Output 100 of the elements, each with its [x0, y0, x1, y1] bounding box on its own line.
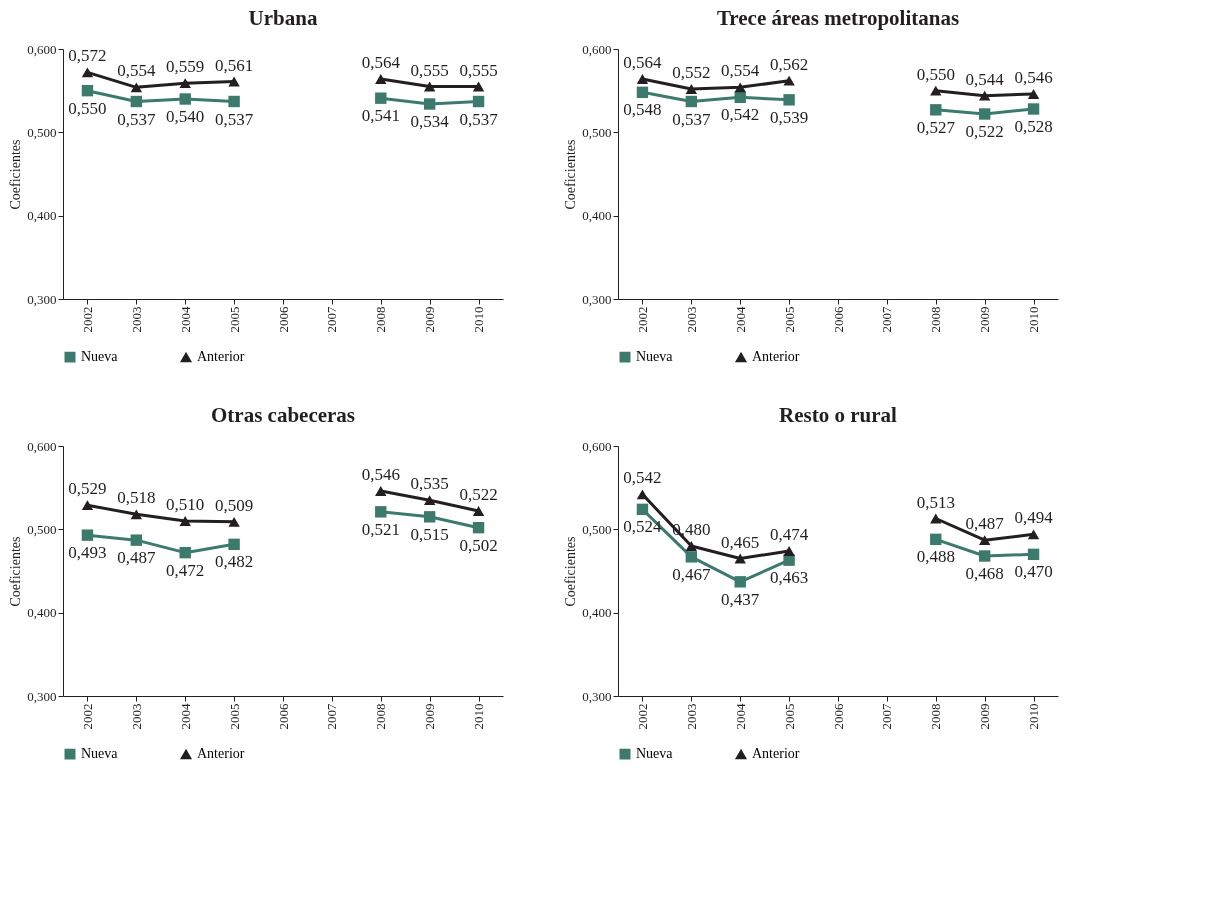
- data-label: 0,510: [166, 495, 205, 514]
- x-tick-label: 2005: [781, 703, 797, 730]
- y-tick-label: 0,300: [582, 291, 612, 307]
- x-tick-label: 2009: [422, 306, 438, 333]
- data-label: 0,555: [459, 60, 498, 80]
- data-label: 0,534: [410, 112, 450, 131]
- x-tick-label: 2004: [177, 306, 193, 333]
- data-label: 0,548: [623, 100, 662, 120]
- x-tick-label: 2005: [226, 306, 242, 333]
- legend-label: Anterior: [197, 746, 245, 762]
- data-label: 0,554: [117, 61, 156, 81]
- data-label: 0,542: [623, 468, 662, 488]
- data-label: 0,488: [916, 547, 955, 567]
- x-tick-label: 2008: [373, 306, 389, 333]
- y-tick-label: 0,600: [582, 438, 612, 454]
- data-label: 0,546: [361, 465, 400, 484]
- x-tick-label: 2010: [471, 703, 487, 730]
- data-label: 0,529: [68, 479, 107, 499]
- x-tick-label: 2003: [128, 306, 144, 333]
- legend-label: Anterior: [752, 349, 800, 365]
- legend-label: Nueva: [636, 746, 674, 762]
- data-label: 0,513: [916, 492, 955, 512]
- x-tick-label: 2006: [830, 306, 846, 333]
- x-tick-label: 2004: [732, 703, 748, 730]
- x-tick-label: 2005: [226, 703, 242, 730]
- x-tick-label: 2008: [928, 306, 944, 333]
- data-label: 0,521: [361, 519, 400, 539]
- x-tick-label: 2002: [634, 306, 650, 333]
- data-label: 0,554: [721, 61, 760, 81]
- data-label: 0,527: [916, 117, 956, 137]
- x-tick-label: 2003: [128, 703, 144, 730]
- data-label: 0,539: [769, 107, 809, 127]
- data-label: 0,562: [769, 54, 809, 74]
- data-label: 0,487: [117, 548, 156, 568]
- data-label: 0,537: [459, 109, 499, 129]
- y-tick-label: 0,500: [27, 521, 57, 537]
- x-tick-label: 2009: [977, 703, 993, 730]
- legend-label: Nueva: [81, 349, 119, 365]
- x-tick-label: 2007: [879, 703, 895, 730]
- data-label: 0,470: [1014, 562, 1053, 582]
- data-label: 0,463: [769, 568, 809, 588]
- data-label: 0,487: [965, 514, 1005, 534]
- y-tick-label: 0,600: [27, 41, 57, 57]
- x-tick-label: 2002: [79, 703, 95, 730]
- data-label: 0,540: [166, 107, 205, 126]
- y-axis-title: Coeficientes: [563, 139, 579, 210]
- data-label: 0,542: [721, 105, 760, 125]
- data-label: 0,544: [965, 69, 1005, 89]
- data-label: 0,541: [361, 106, 400, 126]
- x-tick-label: 2009: [977, 306, 993, 333]
- x-tick-label: 2010: [471, 306, 487, 333]
- chart-title: Urbana: [248, 6, 318, 30]
- y-tick-label: 0,300: [582, 688, 612, 704]
- x-tick-label: 2002: [79, 306, 95, 333]
- x-tick-label: 2003: [683, 703, 699, 730]
- data-label: 0,518: [117, 488, 156, 508]
- data-label: 0,528: [1014, 117, 1053, 136]
- data-label: 0,482: [214, 552, 254, 572]
- x-tick-label: 2006: [830, 703, 846, 730]
- data-label: 0,524: [623, 517, 663, 537]
- y-tick-label: 0,300: [27, 688, 57, 704]
- y-tick-label: 0,500: [582, 521, 612, 537]
- data-label: 0,472: [166, 560, 205, 580]
- x-tick-label: 2004: [177, 703, 193, 730]
- x-tick-label: 2008: [928, 703, 944, 730]
- data-label: 0,493: [68, 543, 107, 563]
- x-tick-label: 2007: [879, 306, 895, 333]
- x-tick-label: 2005: [781, 306, 797, 333]
- data-label: 0,522: [459, 485, 498, 504]
- x-tick-label: 2007: [324, 703, 340, 730]
- data-label: 0,535: [410, 474, 449, 494]
- data-label: 0,537: [214, 109, 254, 129]
- legend-label: Nueva: [81, 746, 119, 762]
- legend-label: Nueva: [636, 349, 674, 365]
- legend-label: Anterior: [752, 746, 800, 762]
- data-label: 0,550: [916, 64, 955, 84]
- legend-label: Anterior: [197, 349, 245, 365]
- data-label: 0,502: [459, 535, 498, 555]
- data-label: 0,467: [672, 564, 711, 584]
- x-tick-label: 2004: [732, 306, 748, 333]
- data-label: 0,561: [214, 55, 254, 75]
- x-tick-label: 2002: [634, 703, 650, 730]
- chart-title: Trece áreas metropolitanas: [716, 6, 960, 30]
- data-label: 0,474: [769, 525, 809, 544]
- chart-title: Resto o rural: [779, 403, 898, 427]
- data-label: 0,515: [410, 524, 449, 544]
- y-tick-label: 0,500: [582, 124, 612, 140]
- y-tick-label: 0,400: [27, 605, 57, 621]
- data-label: 0,509: [214, 495, 254, 515]
- y-tick-label: 0,400: [582, 208, 612, 224]
- data-label: 0,552: [672, 63, 711, 82]
- x-tick-label: 2003: [683, 306, 699, 333]
- y-tick-label: 0,400: [27, 208, 57, 224]
- data-label: 0,546: [1014, 68, 1053, 87]
- y-tick-label: 0,600: [582, 41, 612, 57]
- x-tick-label: 2007: [324, 306, 340, 333]
- x-tick-label: 2010: [1026, 703, 1042, 730]
- data-label: 0,572: [68, 46, 107, 66]
- data-label: 0,537: [117, 109, 156, 129]
- y-axis-title: Coeficientes: [8, 536, 24, 607]
